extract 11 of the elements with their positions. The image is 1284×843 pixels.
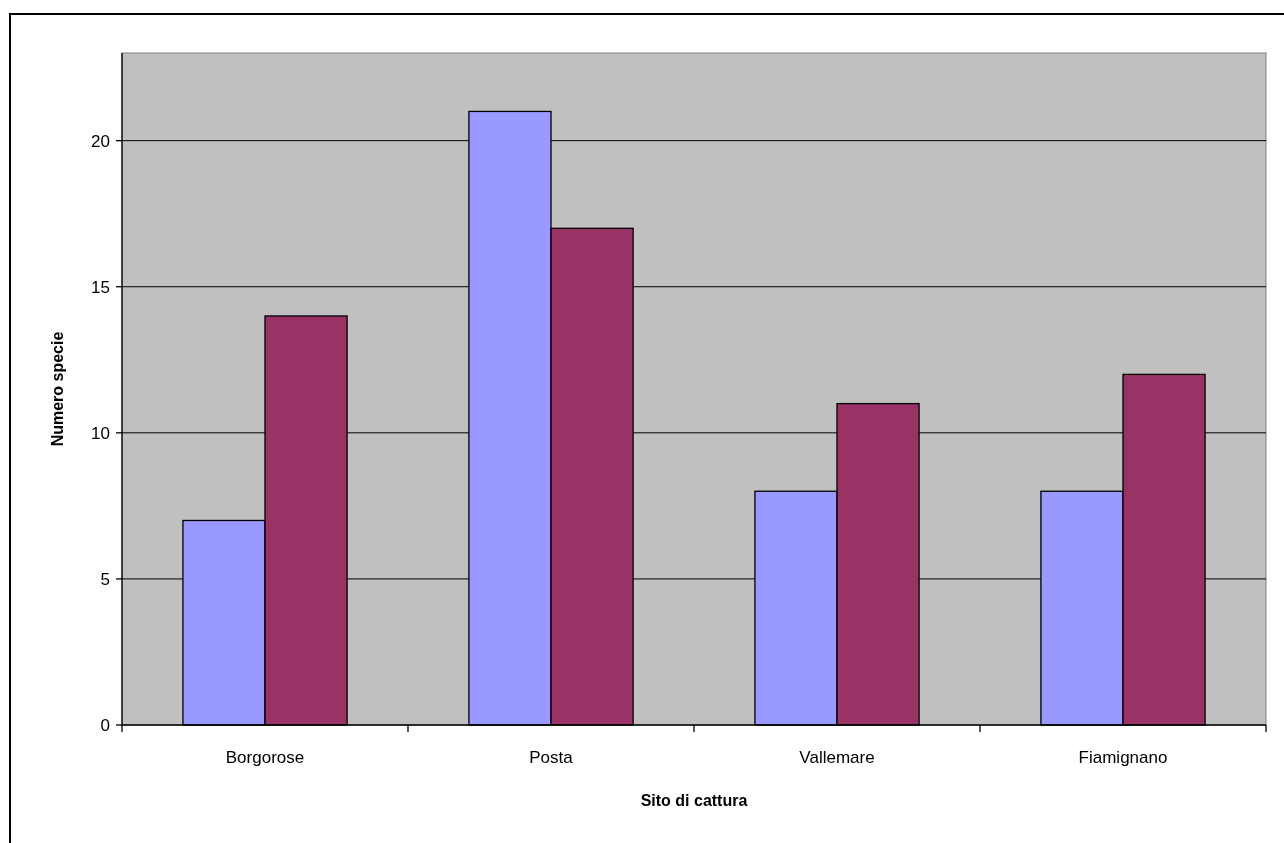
y-tick-label: 5 bbox=[100, 569, 110, 589]
x-tick-label: Posta bbox=[529, 748, 574, 767]
x-tick-label: Borgorose bbox=[225, 748, 305, 767]
y-tick-label: 0 bbox=[100, 715, 110, 735]
y-axis-title: Numero specie bbox=[49, 331, 66, 447]
x-tick-label: Vallemare bbox=[799, 748, 875, 767]
y-tick-label: 20 bbox=[91, 131, 110, 151]
y-tick-label: 10 bbox=[91, 423, 110, 443]
x-axis-title: Sito di cattura bbox=[640, 792, 748, 809]
x-tick-label: Fiamignano bbox=[1078, 748, 1168, 767]
y-tick-label: 15 bbox=[91, 277, 110, 297]
